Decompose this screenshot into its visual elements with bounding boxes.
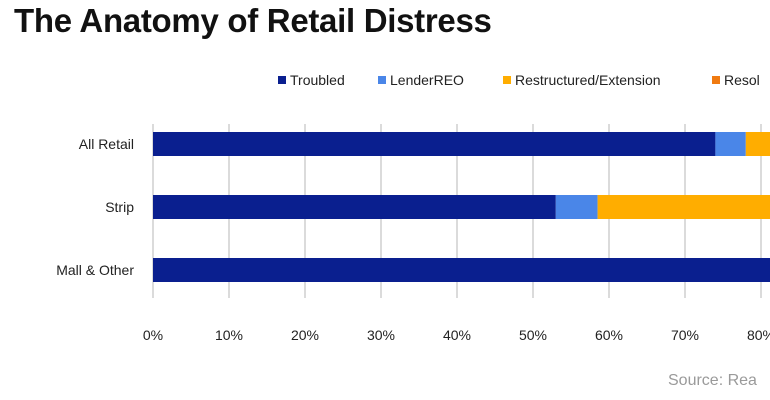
source-note: Source: Rea	[668, 372, 757, 389]
x-tick-label: 0%	[143, 327, 163, 343]
bar-segment	[153, 258, 770, 282]
category-label: Mall & Other	[56, 262, 134, 278]
bar-segment	[153, 195, 556, 219]
bar-segment	[745, 132, 770, 156]
category-label: Strip	[105, 199, 134, 215]
bar-segment	[555, 195, 598, 219]
legend-swatch	[278, 76, 286, 84]
legend-label: Restructured/Extension	[515, 72, 661, 88]
chart-title: The Anatomy of Retail Distress	[14, 2, 492, 39]
legend-label: Troubled	[290, 72, 345, 88]
x-tick-label: 60%	[595, 327, 623, 343]
x-tick-label: 20%	[291, 327, 319, 343]
bar-segment	[715, 132, 746, 156]
legend-swatch	[712, 76, 720, 84]
x-tick-label: 10%	[215, 327, 243, 343]
x-tick-label: 40%	[443, 327, 471, 343]
category-label: All Retail	[79, 136, 134, 152]
category-labels: All Retail Strip Mall & Other	[56, 136, 134, 278]
legend-label: LenderREO	[390, 72, 464, 88]
x-tick-label: 50%	[519, 327, 547, 343]
legend: Troubled LenderREO Restructured/Extension R…	[278, 72, 760, 88]
bars	[153, 132, 770, 282]
legend-swatch	[378, 76, 386, 84]
legend-swatch	[503, 76, 511, 84]
x-tick-label: 80%	[747, 327, 770, 343]
x-tick-label: 30%	[367, 327, 395, 343]
bar-segment	[597, 195, 770, 219]
x-tick-labels: 0% 10% 20% 30% 40% 50% 60% 70% 80%	[143, 327, 770, 343]
legend-label: Resol	[724, 72, 760, 88]
bar-segment	[153, 132, 716, 156]
x-tick-label: 70%	[671, 327, 699, 343]
